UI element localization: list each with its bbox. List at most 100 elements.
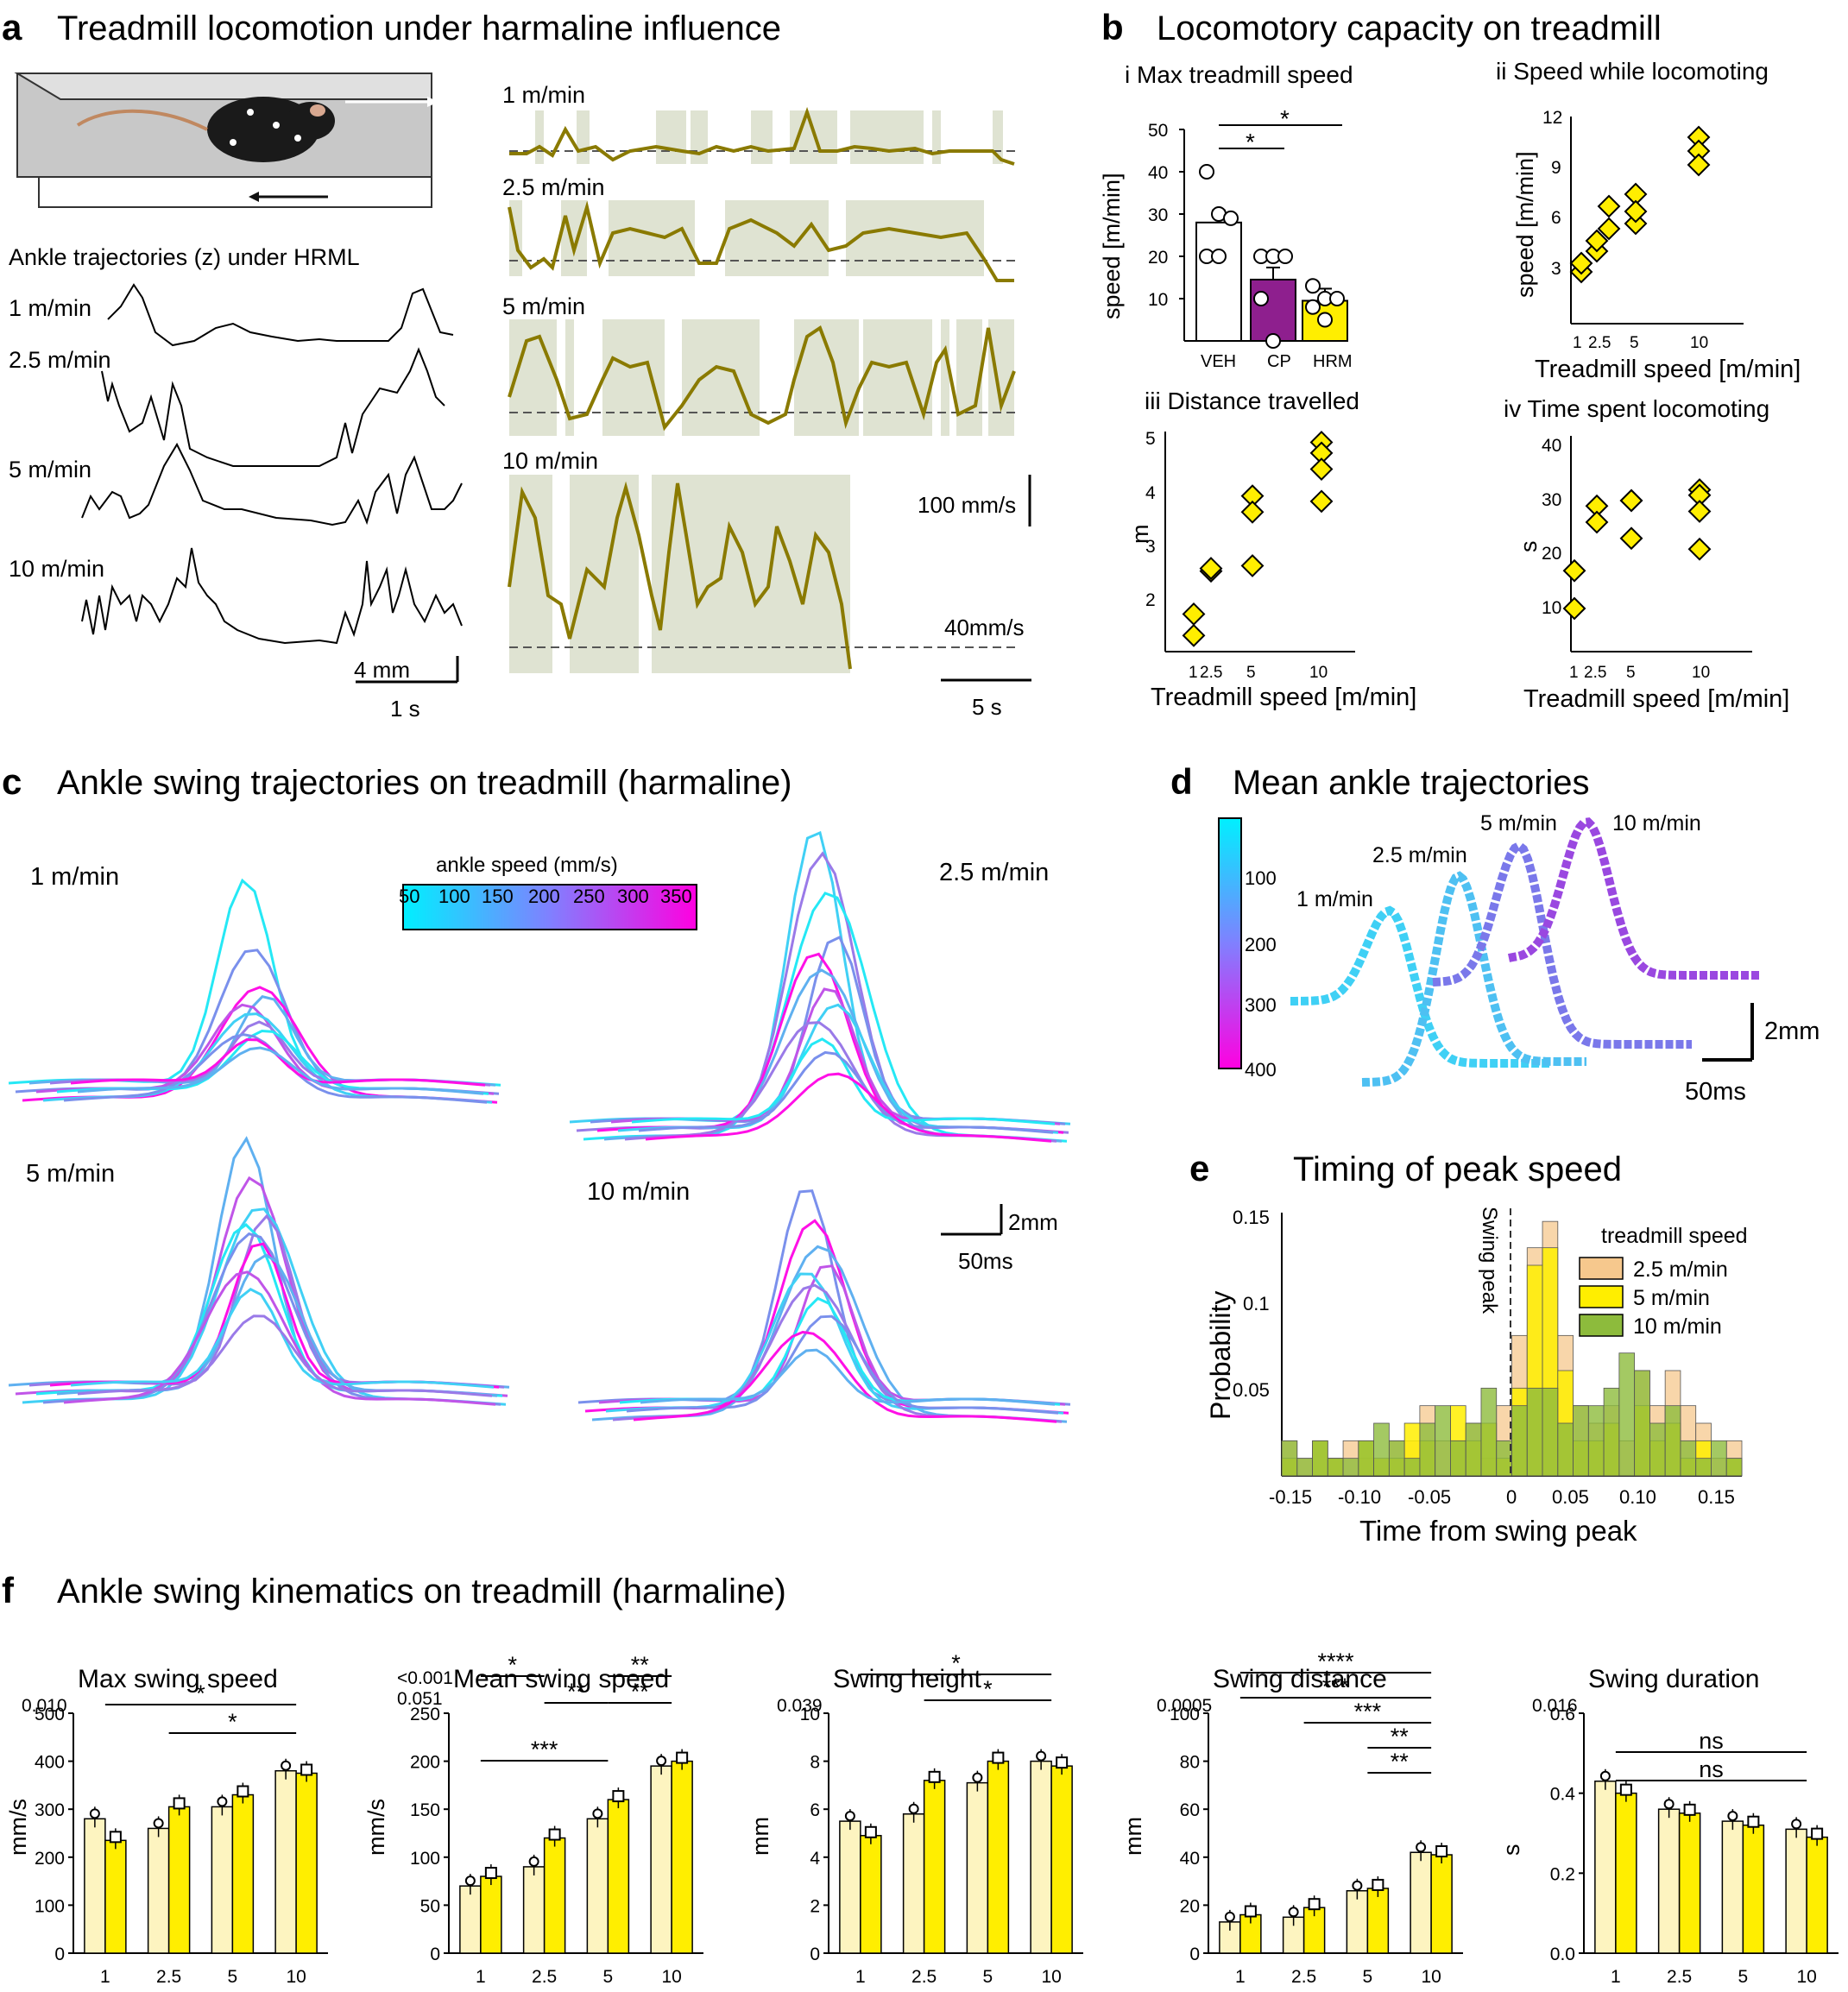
swing-trace xyxy=(626,1314,1059,1415)
bi-title: i Max treadmill speed xyxy=(1125,61,1353,88)
e-legend-1: 2.5 m/min xyxy=(1633,1258,1728,1282)
bi-ytick-20: 20 xyxy=(1148,248,1168,268)
swing-trace xyxy=(77,1046,484,1095)
bii-xtick-1: 1 xyxy=(1573,334,1582,352)
panel-c-title: Ankle swing trajectories on treadmill (h… xyxy=(57,764,792,802)
f-title: Swing height xyxy=(833,1665,981,1693)
e-bar-10mmin xyxy=(1664,1405,1681,1477)
biv-ytick-10: 10 xyxy=(1542,598,1561,618)
f-title: Max swing speed xyxy=(78,1665,278,1693)
bii-point xyxy=(1624,199,1648,224)
e-legend-swatch-2 xyxy=(1579,1285,1624,1308)
biii-point xyxy=(1182,623,1206,647)
f-sig-label: * xyxy=(951,1650,961,1676)
biii-ytick-5: 5 xyxy=(1145,429,1156,449)
bii-xtick-2.5: 2.5 xyxy=(1588,334,1611,352)
bi-sig-2: * xyxy=(1246,129,1255,155)
f-xtick-label: 5 xyxy=(603,1967,614,1987)
bii-ytick-3: 3 xyxy=(1551,259,1561,279)
e-bar-10mmin xyxy=(1342,1458,1359,1477)
f-bar xyxy=(1366,1888,1390,1954)
swing-trace xyxy=(577,1189,1071,1406)
f-sig-label: ns xyxy=(1699,1728,1724,1754)
f-bar xyxy=(231,1793,255,1954)
f-ytick-label: 0 xyxy=(54,1945,65,1964)
e-legend-swatch-1 xyxy=(1579,1257,1624,1280)
f-bar xyxy=(274,1769,297,1954)
swing-trace xyxy=(77,1314,493,1397)
f-bar xyxy=(211,1806,234,1954)
f-ylabel: mm xyxy=(747,1817,773,1856)
bi-bar-CP xyxy=(1250,278,1296,343)
biv-ytick-30: 30 xyxy=(1542,490,1561,510)
f-point xyxy=(464,1875,476,1887)
f-xtick-label: 5 xyxy=(983,1967,993,1987)
bi-ylabel: speed [m/min] xyxy=(1099,173,1125,319)
ankle-label-2: 2.5 m/min xyxy=(9,347,111,373)
biii-xtick-2.5: 2.5 xyxy=(1200,664,1222,682)
d-label-1: 1 m/min xyxy=(1296,887,1373,911)
speed-label-1: 1 m/min xyxy=(502,82,585,108)
c-cbar-250: 250 xyxy=(573,886,605,907)
d-label-3: 5 m/min xyxy=(1480,811,1557,835)
bi-point xyxy=(1305,278,1321,294)
biii-title: iii Distance travelled xyxy=(1145,388,1359,414)
e-bar-10mmin xyxy=(1296,1458,1313,1477)
f-xtick-label: 2.5 xyxy=(156,1967,181,1987)
e-bar-10mmin xyxy=(1435,1405,1451,1477)
f-bar xyxy=(84,1818,106,1954)
f-bar xyxy=(1678,1812,1701,1954)
e-bar-10mmin xyxy=(1327,1458,1344,1477)
e-ytick-0.05: 0.05 xyxy=(1233,1379,1270,1401)
f-ytick-label: 0.4 xyxy=(1550,1785,1576,1805)
biv-ytick-40: 40 xyxy=(1542,436,1561,456)
panel-d-title: Mean ankle trajectories xyxy=(1233,764,1590,802)
f-sig-label: ** xyxy=(1391,1724,1410,1749)
e-legend-3: 10 m/min xyxy=(1633,1314,1722,1339)
biii-xtick-1: 1 xyxy=(1189,664,1198,682)
biv-point xyxy=(1562,558,1586,583)
e-bar-10mmin xyxy=(1587,1405,1605,1477)
f-point xyxy=(1244,1905,1257,1918)
panel-letter-c: c xyxy=(2,761,22,802)
f-bar xyxy=(1721,1820,1744,1954)
bi-point xyxy=(1253,291,1269,306)
f-point xyxy=(1036,1750,1047,1762)
swing-trace xyxy=(624,1021,1057,1143)
e-bar-10mmin xyxy=(1649,1422,1666,1477)
f-point xyxy=(972,1772,983,1783)
time-scale-label: 5 s xyxy=(972,694,1002,720)
e-bar-10mmin xyxy=(1603,1387,1620,1477)
f-point xyxy=(109,1831,122,1844)
f-bar xyxy=(167,1806,191,1954)
e-bar-10mmin xyxy=(1618,1352,1636,1477)
f-sig-label: ** xyxy=(631,1652,650,1678)
d-label-4: 10 m/min xyxy=(1612,811,1701,835)
f-ytick-label: 0 xyxy=(430,1945,440,1964)
e-bar-10mmin xyxy=(1373,1422,1390,1477)
swing-trace xyxy=(70,1037,486,1087)
f-bar xyxy=(104,1839,127,1954)
f-xtick-label: 10 xyxy=(1041,1967,1061,1987)
f-bar xyxy=(1615,1792,1637,1954)
f-bar xyxy=(543,1837,566,1954)
biii-ylabel: m xyxy=(1127,525,1153,545)
f-ytick-label: 300 xyxy=(35,1800,65,1820)
swing-trace xyxy=(631,1037,1056,1125)
f-sig-label: * xyxy=(228,1709,237,1735)
bi-sig-lines xyxy=(1219,124,1342,149)
e-ytick-0.15: 0.15 xyxy=(1233,1207,1270,1228)
biv-title: iv Time spent locomoting xyxy=(1504,395,1769,422)
f-bar xyxy=(650,1765,672,1954)
biii-xtick-5: 5 xyxy=(1246,664,1256,682)
bii-point xyxy=(1569,251,1593,275)
biv-ytick-20: 20 xyxy=(1542,544,1561,564)
d-cbar-400: 400 xyxy=(1245,1059,1277,1081)
f-xtick-label: 2.5 xyxy=(532,1967,557,1987)
f-xtick-label: 1 xyxy=(1611,1967,1621,1987)
f-point xyxy=(1791,1819,1802,1830)
biv-points xyxy=(1562,478,1712,621)
c-scale-y: 2mm xyxy=(1008,1209,1058,1235)
speed-scale-label: 100 mm/s xyxy=(918,492,1016,518)
e-bar-10mmin xyxy=(1542,1387,1559,1477)
